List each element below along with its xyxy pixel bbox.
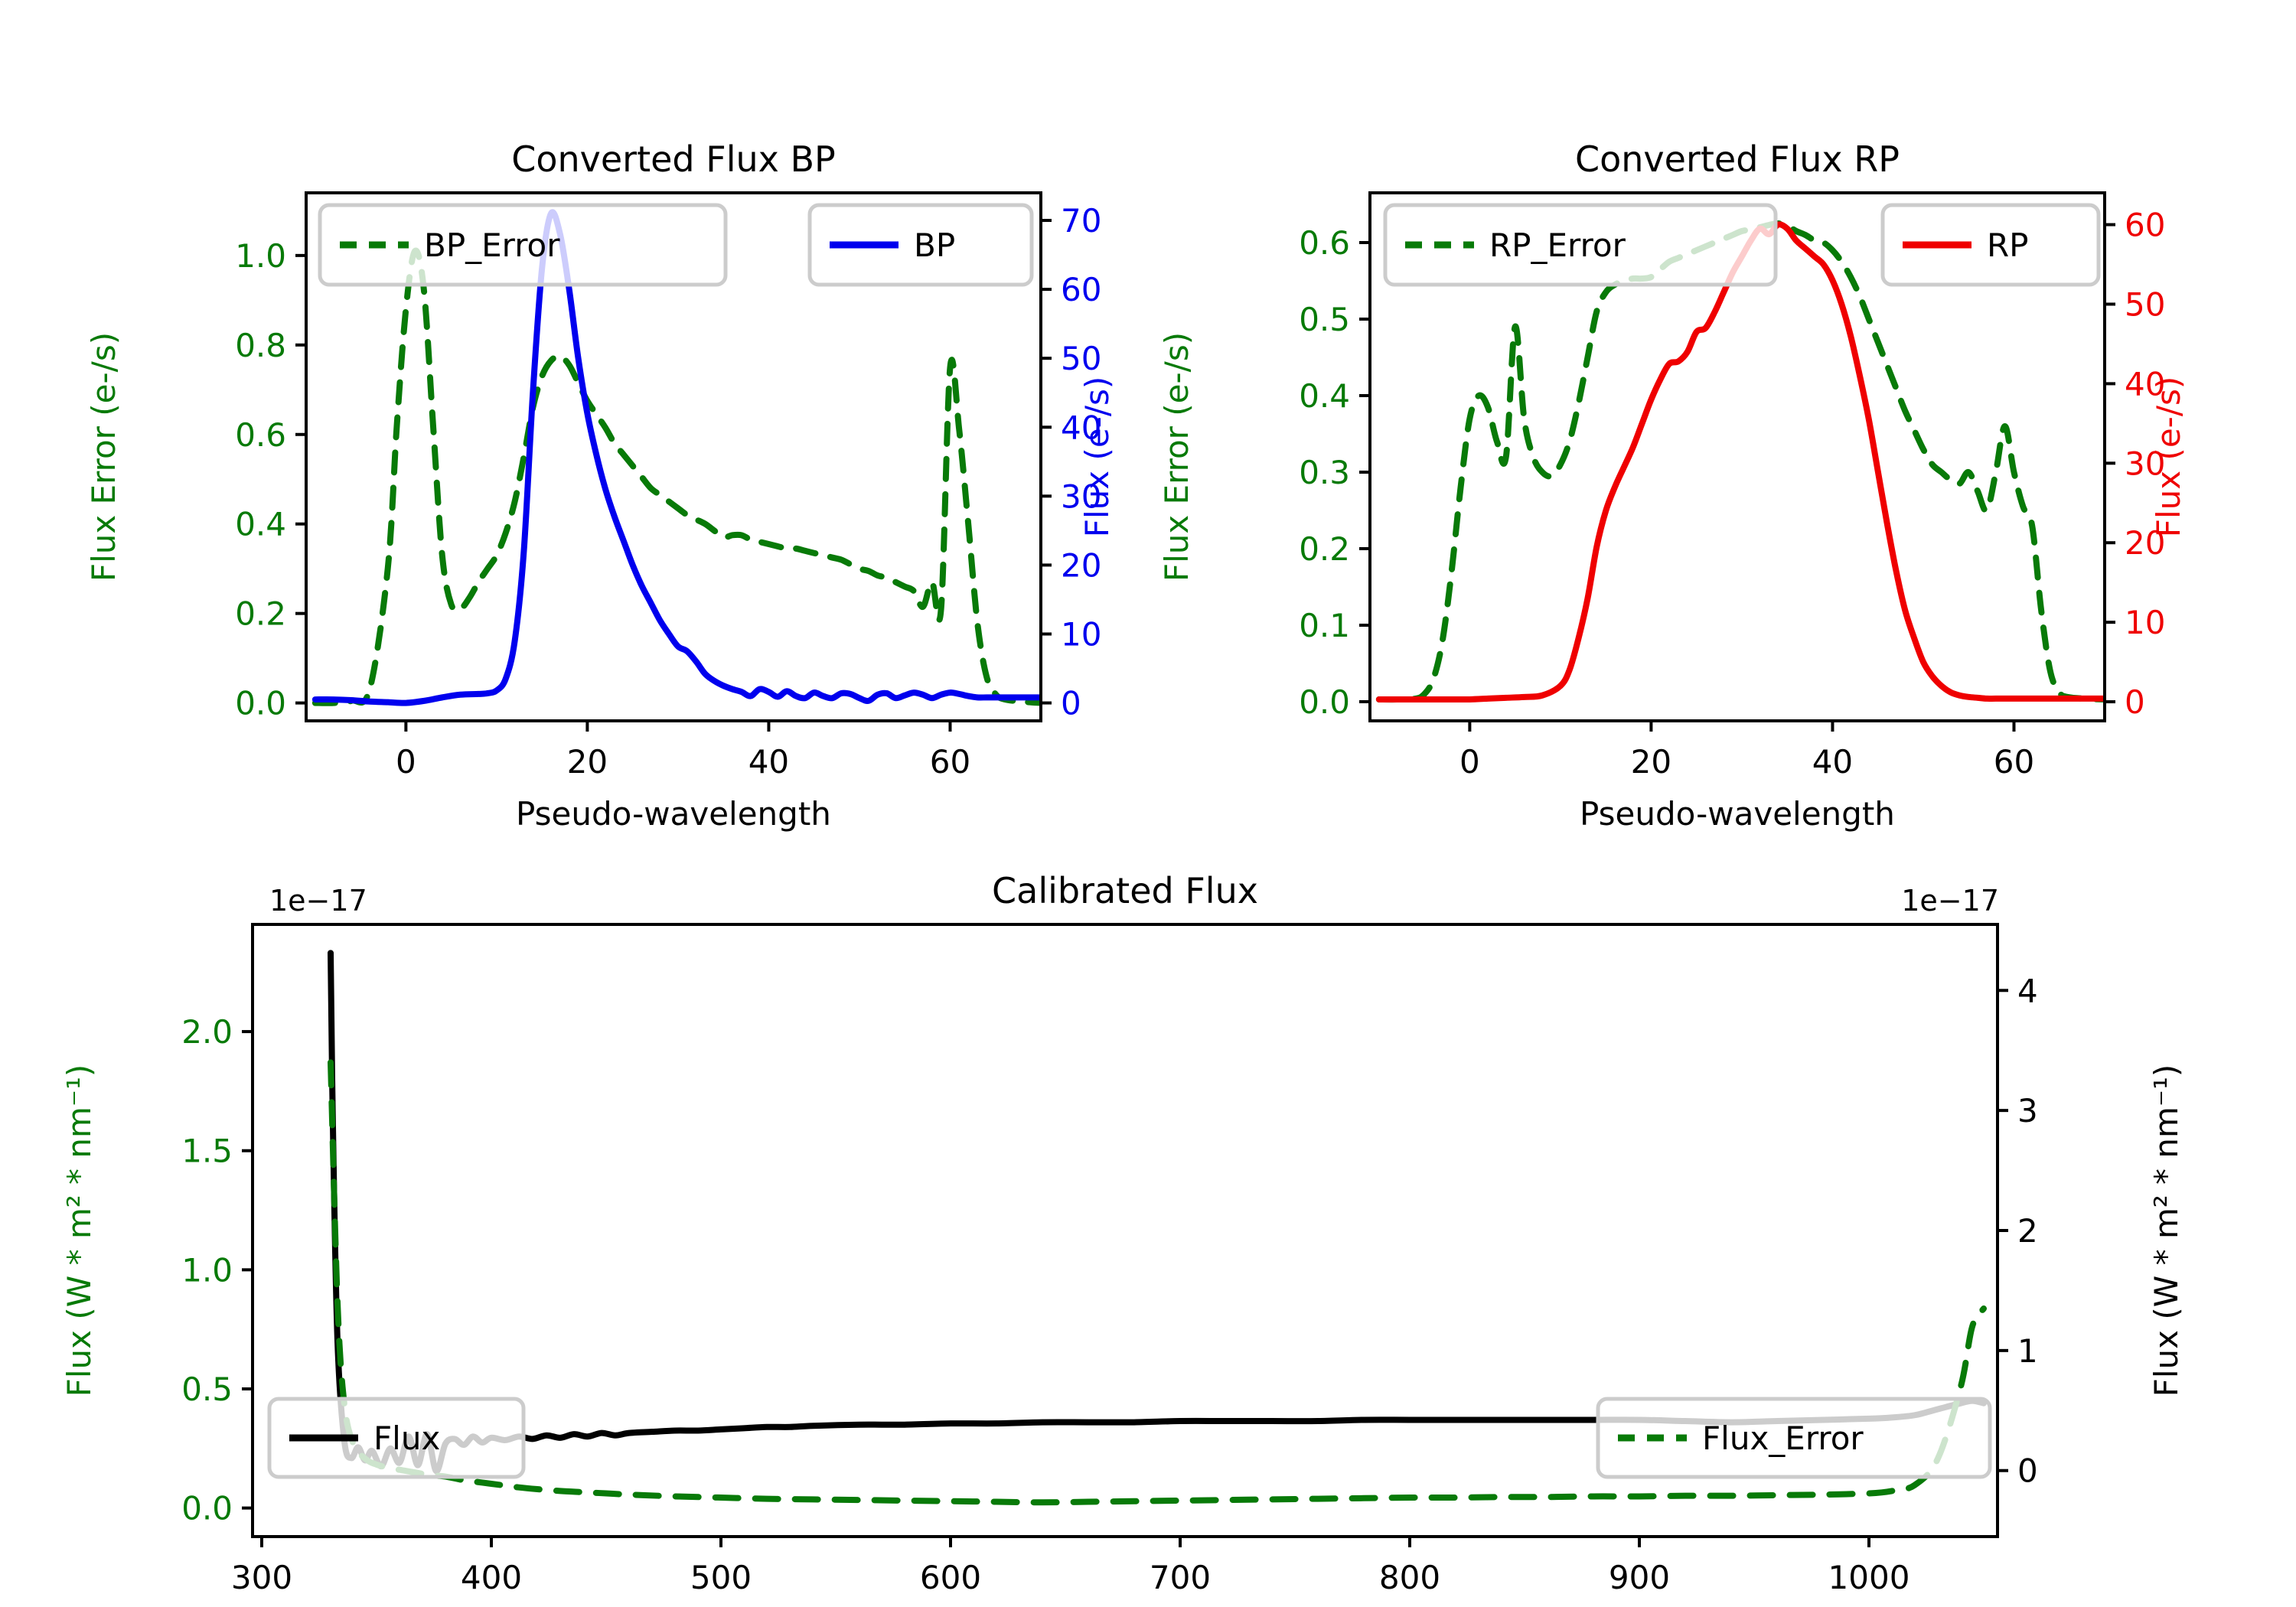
rp-panel-ylabel-left: Flux Error (e-/s) xyxy=(1158,332,1195,582)
rp-panel-xtick: 40 xyxy=(1812,743,1853,781)
rp-panel-xtick: 20 xyxy=(1631,743,1671,781)
bp-panel-ytick-right: 40 xyxy=(1061,409,1101,446)
calibrated-panel-ytick-right: 2 xyxy=(2017,1212,2038,1250)
calibrated-panel-ylabel-right: Flux (W * m² * nm⁻¹) xyxy=(2148,1064,2185,1397)
rp-panel-ytick-left: 0.2 xyxy=(1299,530,1350,568)
bp-panel-series-bp-error xyxy=(311,247,1041,706)
bp-panel: Converted Flux BP 0 20 40 60 Pseudo-wavelengt… xyxy=(85,139,1116,833)
calibrated-panel-title: Calibrated Flux xyxy=(992,870,1258,911)
calibrated-panel-legend-label-flux: Flux xyxy=(373,1420,440,1457)
bp-panel-xtick: 20 xyxy=(567,743,608,781)
calibrated-panel-ytick-left: 0.0 xyxy=(181,1490,233,1527)
calibrated-panel-ytick-left: 2.0 xyxy=(181,1013,233,1051)
calibrated-panel: Calibrated Flux 300 400 500 600 700 800 900 1000… xyxy=(60,870,2185,1596)
rp-panel-legend-label-error: RP_Error xyxy=(1489,227,1626,264)
calibrated-panel-series-flux xyxy=(328,950,1987,1475)
rp-panel-legend-label-main: RP xyxy=(1987,227,2029,264)
rp-panel-xtick: 0 xyxy=(1459,743,1480,781)
rp-panel-legend-error[interactable]: RP_Error xyxy=(1383,203,1778,287)
bp-panel-ytick-left: 0.4 xyxy=(235,506,286,543)
rp-panel-xtick: 60 xyxy=(1994,743,2034,781)
rp-panel-ytick-left: 0.0 xyxy=(1299,683,1350,721)
calibrated-panel-xtick: 700 xyxy=(1150,1559,1211,1596)
bp-panel-ytick-left: 0.2 xyxy=(235,595,286,633)
bp-panel-ylabel-left: Flux Error (e-/s) xyxy=(85,332,122,582)
calibrated-panel-ytick-right: 1 xyxy=(2017,1332,2038,1370)
bp-panel-ytick-left: 0.0 xyxy=(235,685,286,722)
bp-panel-ytick-left: 1.0 xyxy=(235,237,286,275)
rp-panel-ylabel-right: Flux (e-/s) xyxy=(2150,376,2187,537)
rp-panel-ytick-left: 0.1 xyxy=(1299,607,1350,644)
calibrated-panel-ytick-left: 0.5 xyxy=(181,1371,233,1408)
calibrated-panel-ylabel-left: Flux (W * m² * nm⁻¹) xyxy=(60,1064,98,1397)
bp-panel-ytick-right: 70 xyxy=(1061,202,1101,240)
rp-panel-plot-frame xyxy=(1368,191,2106,722)
rp-panel-ytick-right: 20 xyxy=(2125,524,2165,562)
rp-panel-ytick-right: 10 xyxy=(2125,604,2165,641)
calibrated-panel-ytick-right: 0 xyxy=(2017,1452,2038,1490)
bp-panel-legend-main[interactable]: BP xyxy=(807,203,1034,287)
bp-panel-xtick: 0 xyxy=(396,743,416,781)
rp-panel-ytick-right: 40 xyxy=(2125,365,2165,403)
rp-panel-ytick-left: 0.6 xyxy=(1299,224,1350,262)
calibrated-panel-offset-left: 1e−17 xyxy=(269,884,367,918)
bp-panel-ytick-right: 50 xyxy=(1061,340,1101,377)
bp-panel-ytick-right: 0 xyxy=(1061,685,1081,722)
rp-panel: Converted Flux RP 0 20 40 60 Pseudo-wavelengt… xyxy=(1158,139,2187,833)
calibrated-panel-xtick: 800 xyxy=(1379,1559,1440,1596)
bp-panel-ytick-right: 30 xyxy=(1061,478,1101,515)
bp-panel-legend-error[interactable]: BP_Error xyxy=(318,203,728,287)
rp-panel-title: Converted Flux RP xyxy=(1575,139,1900,180)
calibrated-panel-ytick-left: 1.5 xyxy=(181,1133,233,1170)
bp-panel-ytick-right: 20 xyxy=(1061,546,1101,584)
rp-panel-ytick-right: 30 xyxy=(2125,445,2165,482)
calibrated-panel-xtick: 500 xyxy=(690,1559,752,1596)
bp-panel-ytick-left: 0.8 xyxy=(235,327,286,364)
rp-panel-legend-main[interactable]: RP xyxy=(1880,203,2101,287)
bp-panel-plot-frame xyxy=(305,191,1042,722)
calibrated-panel-xtick: 600 xyxy=(920,1559,981,1596)
bp-panel-ytick-right: 60 xyxy=(1061,271,1101,308)
calibrated-panel-xtick: 900 xyxy=(1609,1559,1670,1596)
bp-panel-series-bp xyxy=(311,209,1041,706)
bp-panel-xtick: 60 xyxy=(930,743,970,781)
calibrated-panel-ytick-right: 4 xyxy=(2017,972,2038,1009)
calibrated-panel-legend-error[interactable]: Flux_Error xyxy=(1596,1397,1992,1479)
rp-panel-xlabel: Pseudo-wavelength xyxy=(1580,795,1895,833)
bp-panel-xtick: 40 xyxy=(748,743,789,781)
calibrated-panel-legend-label-error: Flux_Error xyxy=(1702,1420,1864,1457)
rp-panel-ytick-right: 60 xyxy=(2125,207,2165,244)
bp-panel-title: Converted Flux BP xyxy=(511,139,836,180)
bp-panel-legend-label-main: BP xyxy=(914,227,955,264)
bp-panel-ylabel-right: Flux (e-/s) xyxy=(1078,376,1116,537)
rp-panel-ytick-right: 50 xyxy=(2125,285,2165,323)
calibrated-panel-ytick-left: 1.0 xyxy=(181,1251,233,1289)
calibrated-panel-xtick: 1000 xyxy=(1828,1559,1910,1596)
calibrated-panel-xtick: 400 xyxy=(461,1559,522,1596)
rp-panel-ytick-right: 0 xyxy=(2125,683,2145,721)
bp-panel-ytick-right: 10 xyxy=(1061,616,1101,654)
bp-panel-legend-label-error: BP_Error xyxy=(424,227,560,264)
bp-panel-xlabel: Pseudo-wavelength xyxy=(516,795,831,833)
rp-panel-ytick-left: 0.5 xyxy=(1299,301,1350,338)
calibrated-panel-offset-right: 1e−17 xyxy=(1901,884,1999,918)
calibrated-panel-xtick: 300 xyxy=(231,1559,292,1596)
rp-panel-ytick-left: 0.4 xyxy=(1299,377,1350,415)
rp-panel-series-rp-error xyxy=(1375,220,2105,703)
calibrated-panel-ytick-right: 3 xyxy=(2017,1092,2038,1129)
calibrated-panel-legend-flux[interactable]: Flux xyxy=(267,1397,526,1479)
bp-panel-ytick-left: 0.6 xyxy=(235,416,286,454)
rp-panel-ytick-left: 0.3 xyxy=(1299,454,1350,491)
